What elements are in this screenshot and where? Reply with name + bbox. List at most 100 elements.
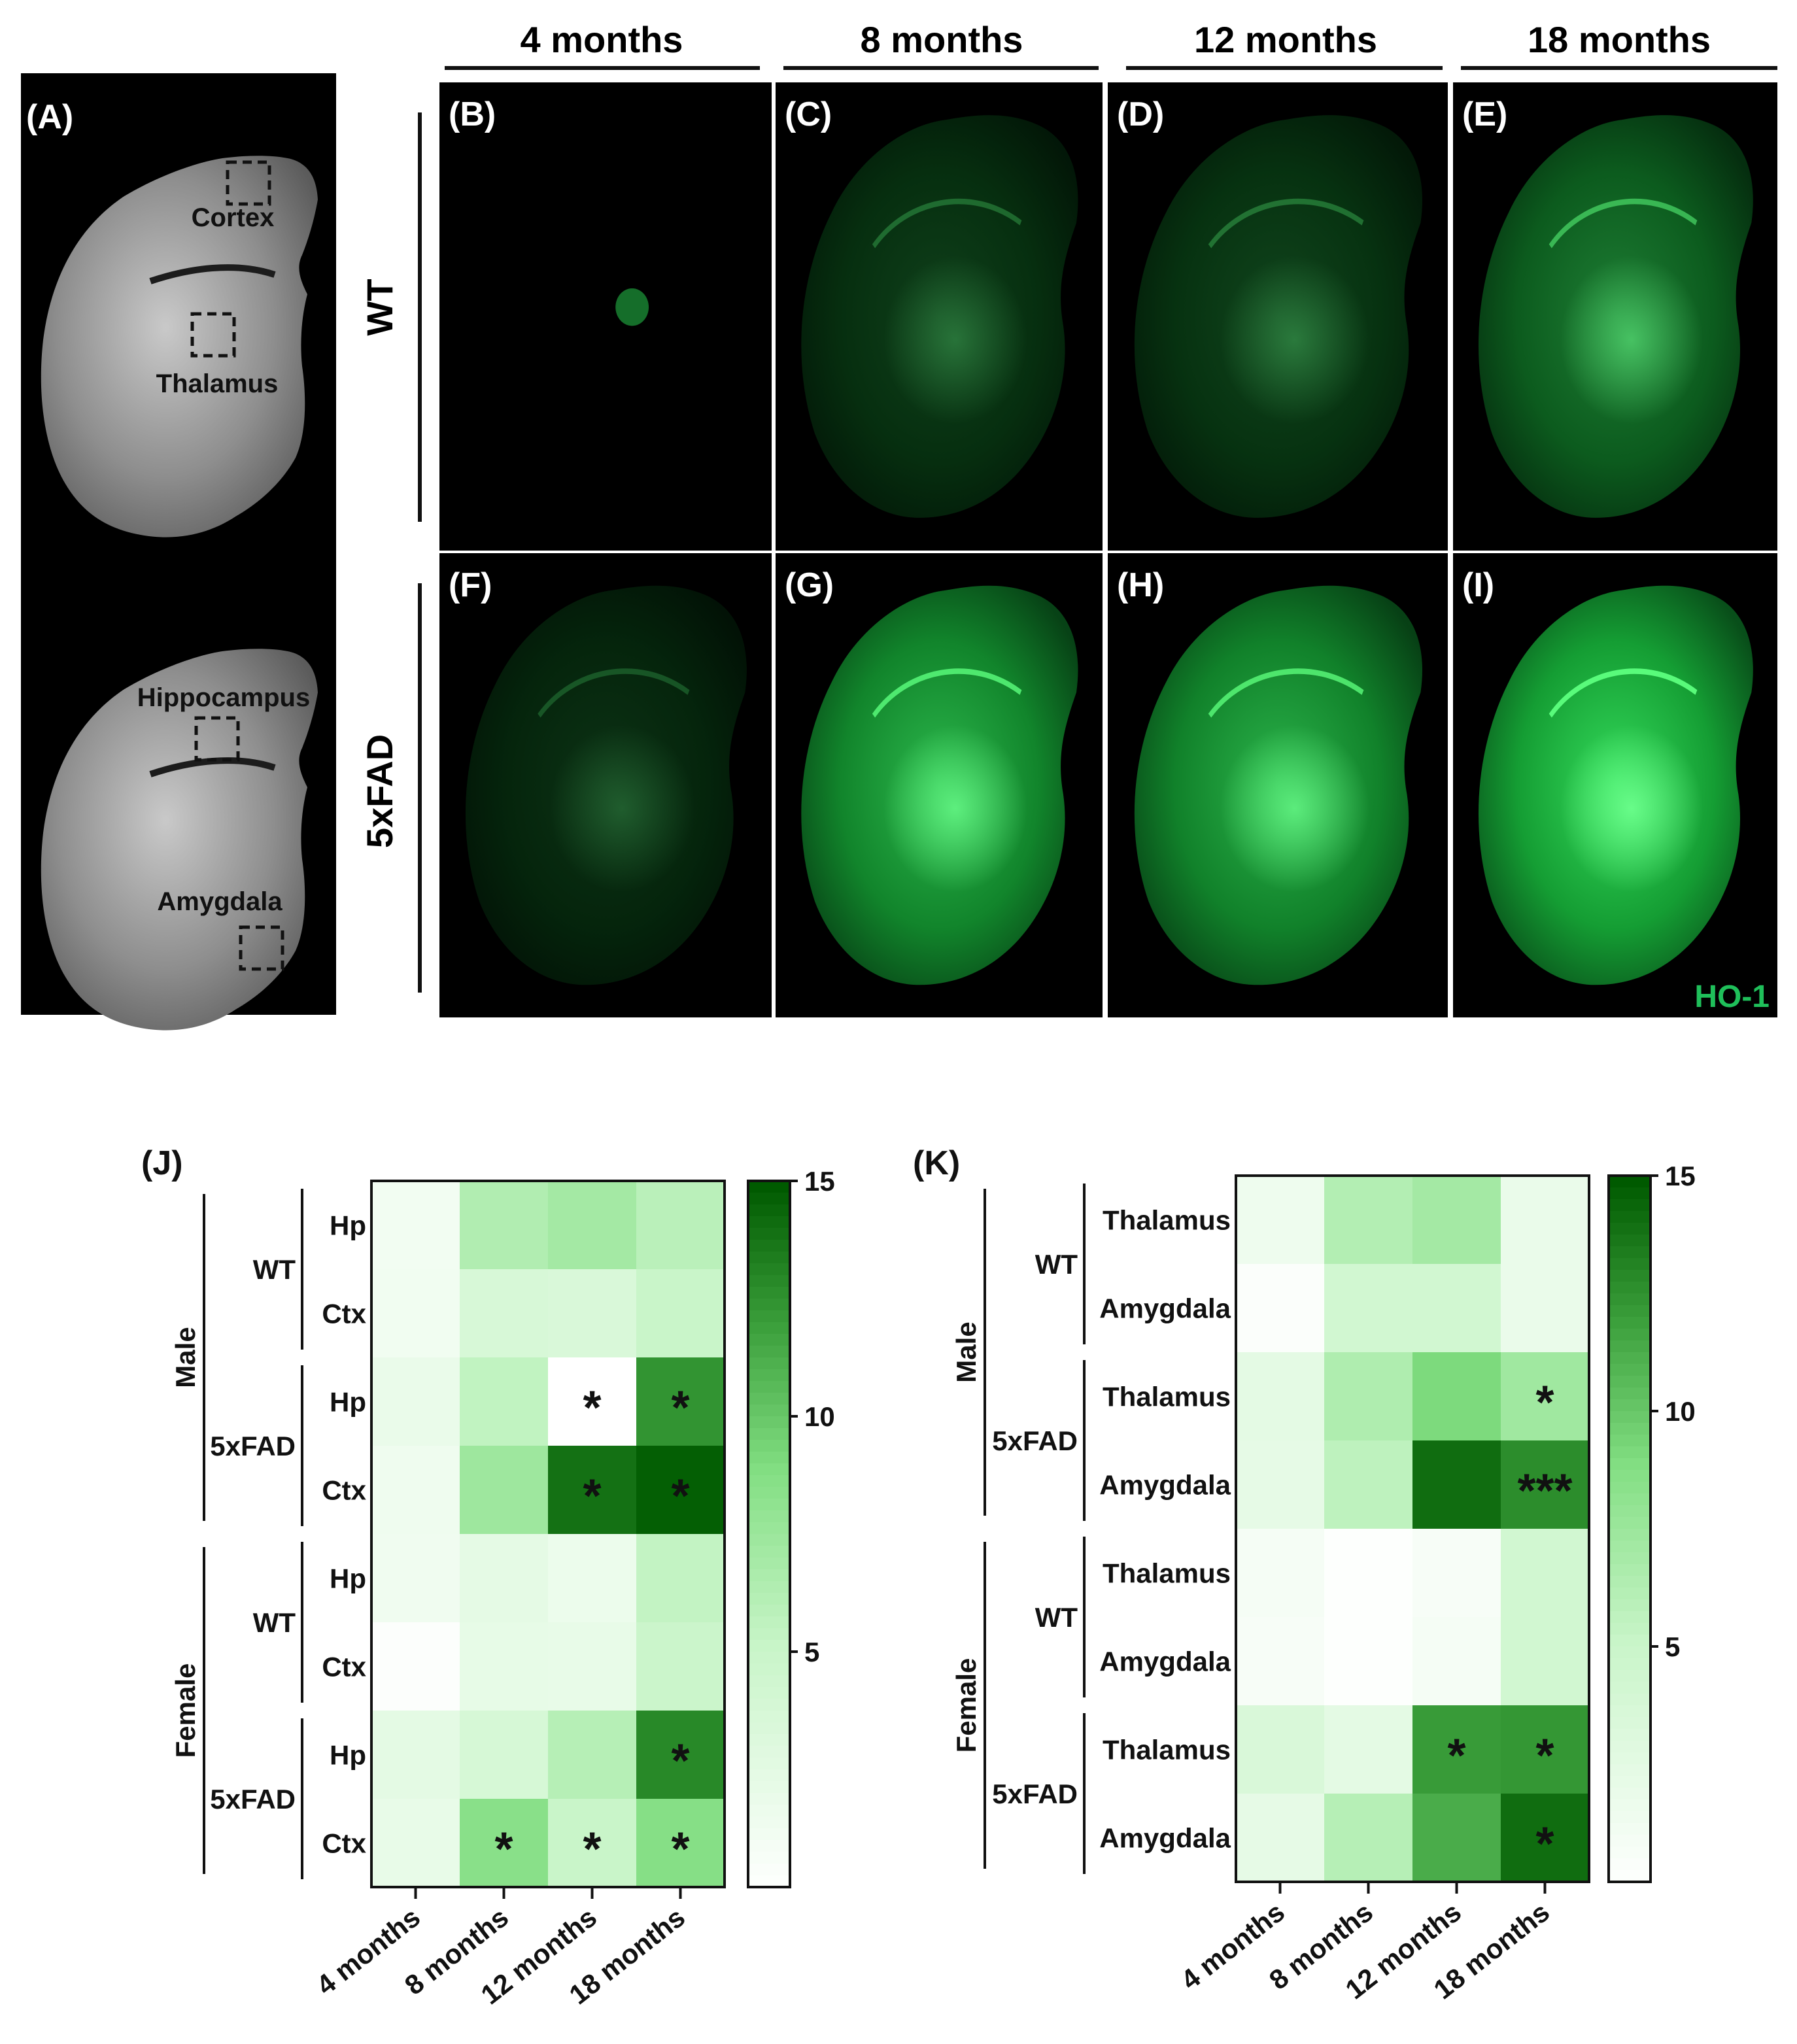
roi-box-thalamus	[190, 312, 236, 358]
fluorescence-panels: (B) (C) (D) (E) (F) (G) (H) (I)	[439, 82, 1777, 1017]
heatmap-cell	[371, 1799, 460, 1888]
sex-label: Male	[170, 1327, 201, 1388]
heatmap-cell	[1236, 1705, 1325, 1794]
colorbar-segment	[748, 1769, 790, 1782]
panel-letter: (E)	[1462, 95, 1507, 133]
age-header-18m: 18 months	[1528, 19, 1711, 60]
colorbar-segment	[1609, 1340, 1651, 1353]
heatmap-cell	[1236, 1617, 1325, 1706]
colorbar-segment	[748, 1263, 790, 1276]
colorbar-segment	[748, 1440, 790, 1452]
heatmap-cell	[636, 1799, 725, 1888]
heatmap-cell	[1236, 1264, 1325, 1353]
significance-star: *	[1535, 1377, 1554, 1429]
heatmap-cell	[1412, 1705, 1501, 1794]
row-label: Thalamus	[1103, 1558, 1231, 1589]
hippocampal-signal	[872, 198, 1022, 248]
colorbar-tick-label: 5	[804, 1637, 819, 1667]
row-label: Thalamus	[1103, 1382, 1231, 1412]
panel-letter-k: (K)	[913, 1144, 960, 1182]
colorbar-segment	[1609, 1576, 1651, 1588]
colorbar-segment	[748, 1793, 790, 1805]
colorbar-segment	[1609, 1423, 1651, 1435]
significance-star: *	[494, 1824, 513, 1876]
row-label: Thalamus	[1103, 1735, 1231, 1765]
colorbar-segment	[1609, 1729, 1651, 1741]
colorbar-segment	[1609, 1517, 1651, 1529]
colorbar-segment	[1609, 1541, 1651, 1553]
genotype-label-5xfad: 5xFAD	[359, 734, 400, 848]
colorbar-tick-label: 10	[804, 1401, 835, 1432]
colorbar-segment	[748, 1416, 790, 1429]
colorbar-segment	[1609, 1741, 1651, 1753]
heatmap-cell	[1501, 1529, 1590, 1618]
heatmap-cell	[371, 1357, 460, 1446]
genotype-label: 5xFAD	[210, 1784, 296, 1814]
colorbar-segment	[1609, 1682, 1651, 1694]
colorbar-segment	[748, 1828, 790, 1841]
colorbar-segment	[1609, 1505, 1651, 1518]
colorbar-segment	[748, 1510, 790, 1523]
colorbar-segment	[748, 1487, 790, 1499]
colorbar-border	[1607, 1174, 1652, 1883]
heatmap-cell	[1324, 1352, 1413, 1441]
faint-signal	[615, 288, 649, 326]
colorbar-segment	[1609, 1799, 1651, 1812]
colorbar-segment	[1609, 1446, 1651, 1459]
thalamic-signal	[1560, 255, 1703, 424]
colorbar-segment	[1609, 1329, 1651, 1341]
significance-star: *	[671, 1382, 689, 1435]
fluorescence-panel: (B)	[439, 82, 772, 551]
heatmap-cell	[1236, 1440, 1325, 1529]
heatmap-cell	[1501, 1794, 1590, 1882]
genotype-label: 5xFAD	[992, 1425, 1078, 1456]
colorbar-tick-label: 5	[1665, 1631, 1680, 1662]
colorbar-segment	[1609, 1823, 1651, 1835]
fluorescence-panel: (G)	[776, 553, 1103, 1017]
genotype-labels: WT 5xFAD	[359, 112, 422, 993]
significance-star: *	[1447, 1730, 1465, 1782]
heatmap-cell	[636, 1269, 725, 1358]
roi-box-amygdala	[239, 925, 284, 971]
colorbar-segment	[748, 1652, 790, 1664]
heatmap-cell	[1324, 1264, 1413, 1353]
colorbar-segment	[748, 1193, 790, 1205]
row-label: Amygdala	[1099, 1646, 1231, 1677]
colorbar-segment	[1609, 1293, 1651, 1306]
thalamic-signal	[1220, 255, 1370, 424]
genotype-label: WT	[253, 1607, 296, 1638]
colorbar-tick-label: 15	[804, 1166, 835, 1197]
colorbar-segment	[1609, 1176, 1651, 1188]
colorbar-segment	[748, 1546, 790, 1558]
heatmap-cell	[548, 1269, 637, 1358]
colorbar-segment	[748, 1240, 790, 1252]
colorbar-segment	[748, 1734, 790, 1746]
colorbar-segment	[748, 1605, 790, 1617]
heatmap-cell	[548, 1357, 637, 1446]
colorbar-segment	[748, 1475, 790, 1488]
roi-box-cortex	[226, 160, 271, 206]
colorbar-segment	[1609, 1776, 1651, 1788]
heatmap-cell	[548, 1181, 637, 1270]
colorbar-segment	[748, 1569, 790, 1582]
genotype-label-wt: WT	[359, 279, 400, 335]
fluorescence-panel: (H)	[1108, 553, 1448, 1017]
significance-star: *	[1535, 1730, 1554, 1782]
colorbar-segment	[1609, 1270, 1651, 1282]
sex-label: Female	[951, 1658, 982, 1753]
colorbar-segment	[748, 1711, 790, 1723]
colorbar-segment	[1609, 1411, 1651, 1423]
heatmap-cell	[1324, 1794, 1413, 1882]
colorbar-segment	[1609, 1552, 1651, 1565]
hippocampal-signal	[872, 668, 1022, 718]
colorbar-segment	[748, 1875, 790, 1888]
colorbar-segment	[1609, 1211, 1651, 1223]
heatmap-cell	[548, 1622, 637, 1711]
heatmap-cell	[1412, 1352, 1501, 1441]
colorbar-tick-label: 10	[1665, 1396, 1696, 1427]
heatmap-cell	[1324, 1176, 1413, 1265]
significance-star: *	[671, 1824, 689, 1876]
panel-a: (A) Cortex Thalamus Hippocampus Amygdala	[21, 73, 336, 1031]
colorbar-border	[747, 1180, 791, 1888]
